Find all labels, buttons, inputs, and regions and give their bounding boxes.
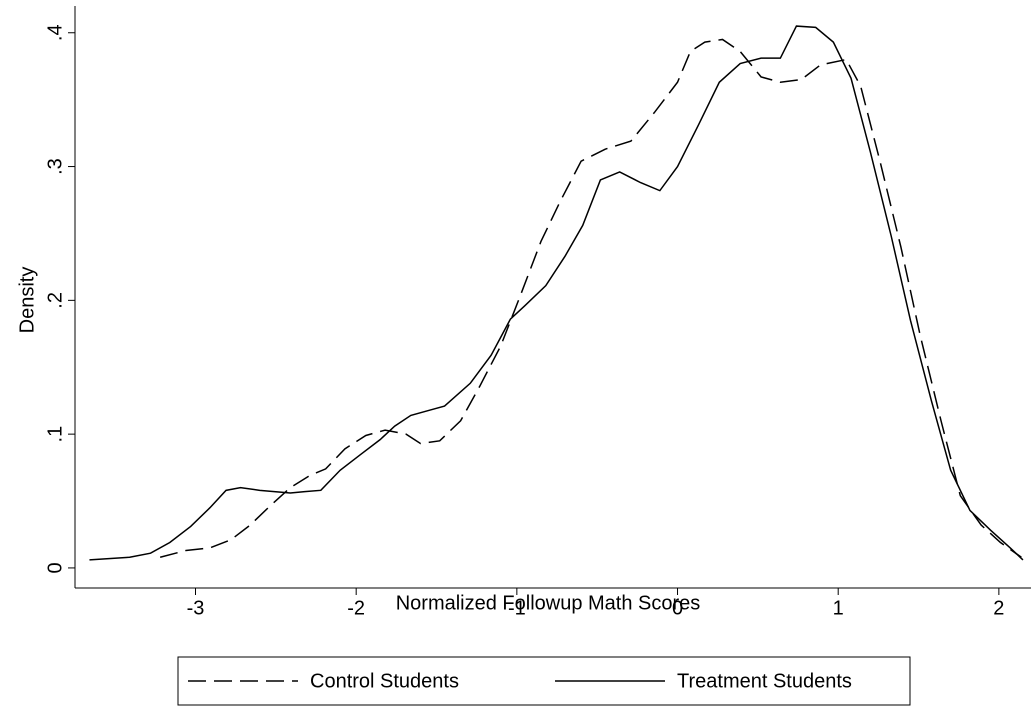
line-series <box>159 38 1022 558</box>
y-tick-label: .3 <box>44 158 66 175</box>
legend-label: Control Students <box>310 670 459 692</box>
legend-box <box>177 656 911 706</box>
x-tick-label: 2 <box>993 597 1004 619</box>
x-tick-label: -1 <box>508 597 526 619</box>
x-axis-label: Normalized Followup Math Scores <box>396 592 701 614</box>
y-tick-label: 0 <box>44 562 66 573</box>
legend-label: Treatment Students <box>677 670 852 692</box>
y-axis-label: Density <box>16 267 38 334</box>
y-tick-label: .2 <box>44 292 66 309</box>
line-series <box>89 25 1024 561</box>
y-tick-label: .4 <box>44 24 66 41</box>
y-tick-label: .1 <box>44 426 66 443</box>
x-tick-label: 0 <box>672 597 683 619</box>
x-tick-label: -2 <box>347 597 365 619</box>
x-tick-label: 1 <box>833 597 844 619</box>
x-tick-label: -3 <box>187 597 205 619</box>
